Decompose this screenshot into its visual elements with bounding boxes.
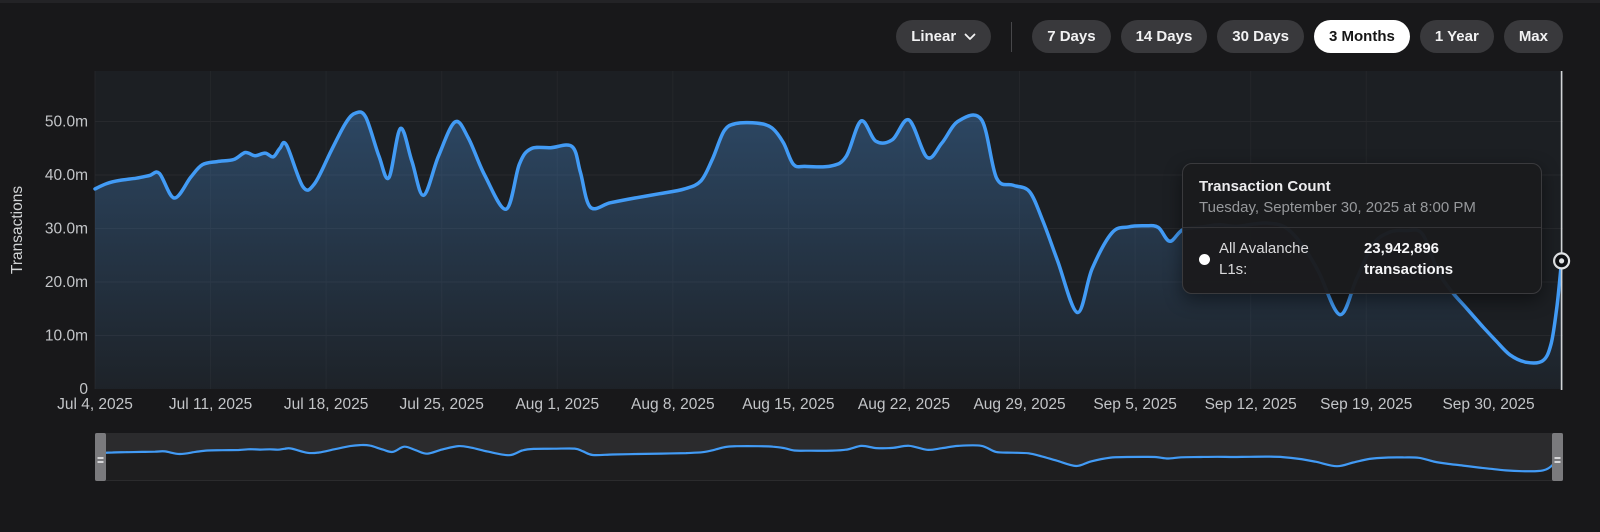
tooltip-timestamp: Tuesday, September 30, 2025 at 8:00 PM	[1199, 199, 1476, 216]
range-button-7-days[interactable]: 7 Days	[1032, 20, 1111, 53]
tooltip-title: Transaction Count	[1199, 178, 1331, 195]
chart-tooltip: Transaction Count Tuesday, September 30,…	[1182, 163, 1542, 294]
navigator-handle-right[interactable]	[1552, 433, 1563, 481]
scale-selector-label: Linear	[911, 28, 957, 45]
y-axis-tick-label: 10.0m	[45, 328, 88, 345]
x-axis-tick-label: Jul 11, 2025	[169, 396, 252, 413]
series-dot-icon	[1199, 253, 1210, 265]
x-axis-tick-label: Sep 5, 2025	[1093, 396, 1177, 413]
y-axis-tick-label: 50.0m	[45, 114, 88, 131]
range-button-3-months[interactable]: 3 Months	[1314, 20, 1410, 53]
x-axis-tick-label: Aug 1, 2025	[515, 396, 599, 413]
series-line	[93, 110, 1564, 365]
x-axis-tick-label: Jul 4, 2025	[57, 396, 133, 413]
panel-top-border	[0, 0, 1600, 3]
range-button-30-days[interactable]: 30 Days	[1217, 20, 1305, 53]
navigator-handle-left[interactable]	[95, 433, 106, 481]
range-buttons: 7 Days 14 Days 30 Days 3 Months 1 Year Max	[1032, 20, 1563, 53]
y-axis-tick-label: 20.0m	[45, 274, 88, 291]
last-point-marker-dot	[1558, 258, 1565, 264]
x-axis-tick-label: Jul 25, 2025	[399, 396, 483, 413]
y-axis-tick-label: 0	[79, 381, 88, 398]
y-axis-tick-label: 30.0m	[45, 221, 88, 238]
tooltip-divider	[1183, 227, 1541, 228]
x-axis-tick-label: Aug 22, 2025	[858, 396, 950, 413]
x-axis-tick-label: Sep 12, 2025	[1205, 396, 1297, 413]
x-axis-tick-label: Aug 15, 2025	[742, 396, 834, 413]
tooltip-series-value: 23,942,896 transactions	[1363, 240, 1454, 278]
range-button-1-year[interactable]: 1 Year	[1419, 20, 1494, 53]
x-axis-tick-label: Aug 29, 2025	[973, 396, 1065, 413]
x-axis-tick-label: Sep 30, 2025	[1442, 396, 1534, 413]
chart-controls: Linear 7 Days 14 Days 30 Days 3 Months 1 Yea…	[896, 20, 1563, 53]
x-axis-tick-label: Jul 18, 2025	[284, 396, 368, 413]
range-button-14-days[interactable]: 14 Days	[1120, 20, 1208, 53]
navigator-series-area	[101, 445, 1557, 480]
y-axis-title: Transactions	[9, 186, 26, 274]
controls-divider	[1011, 21, 1013, 52]
navigator-strip[interactable]	[95, 433, 1563, 481]
range-button-max[interactable]: Max	[1503, 20, 1563, 53]
tooltip-series-label: All Avalanche L1s:	[1219, 240, 1309, 278]
series-area-fill	[95, 111, 1563, 390]
x-axis-tick-label: Aug 8, 2025	[631, 396, 715, 413]
y-axis-tick-label: 40.0m	[45, 167, 88, 184]
navigator-series-line	[100, 443, 1558, 473]
x-axis-tick-label: Sep 19, 2025	[1320, 396, 1412, 413]
chevron-down-icon	[964, 33, 976, 40]
scale-selector-button[interactable]: Linear	[896, 20, 992, 53]
